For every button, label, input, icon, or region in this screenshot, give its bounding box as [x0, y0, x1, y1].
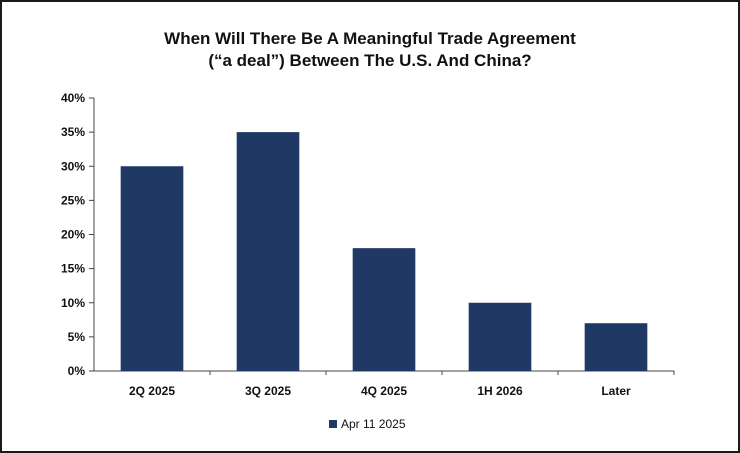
legend: Apr 11 2025 [329, 417, 406, 431]
bar-1h-2026 [468, 302, 532, 371]
legend-swatch [329, 420, 337, 428]
x-tick-label: 4Q 2025 [361, 384, 407, 398]
x-tick-label: 1H 2026 [477, 384, 523, 398]
y-tick-label: 25% [61, 193, 85, 207]
y-tick-label: 15% [61, 262, 85, 276]
y-tick-label: 30% [61, 159, 85, 173]
bar-later [584, 323, 648, 371]
x-tick-label: 3Q 2025 [245, 384, 291, 398]
y-axis-ticks: 0% 5% 10% 15% 20% 25% 30% 35% 40% [61, 91, 94, 378]
bar-3q-2025 [236, 132, 300, 371]
x-axis-labels: 2Q 2025 3Q 2025 4Q 2025 1H 2026 Later [129, 371, 675, 398]
bar-2q-2025 [120, 166, 184, 371]
y-tick-label: 20% [61, 228, 85, 242]
y-tick-label: 35% [61, 125, 85, 139]
bars-group [120, 132, 648, 371]
y-tick-label: 10% [61, 296, 85, 310]
legend-label: Apr 11 2025 [341, 417, 406, 431]
chart-title-line-2: (“a deal”) Between The U.S. And China? [208, 51, 531, 70]
x-tick-label: Later [601, 384, 631, 398]
y-tick-label: 5% [68, 330, 86, 344]
y-tick-label: 40% [61, 91, 85, 105]
chart-title-line-1: When Will There Be A Meaningful Trade Ag… [164, 29, 576, 48]
y-tick-label: 0% [68, 364, 86, 378]
x-tick-label: 2Q 2025 [129, 384, 175, 398]
bar-4q-2025 [352, 248, 416, 371]
